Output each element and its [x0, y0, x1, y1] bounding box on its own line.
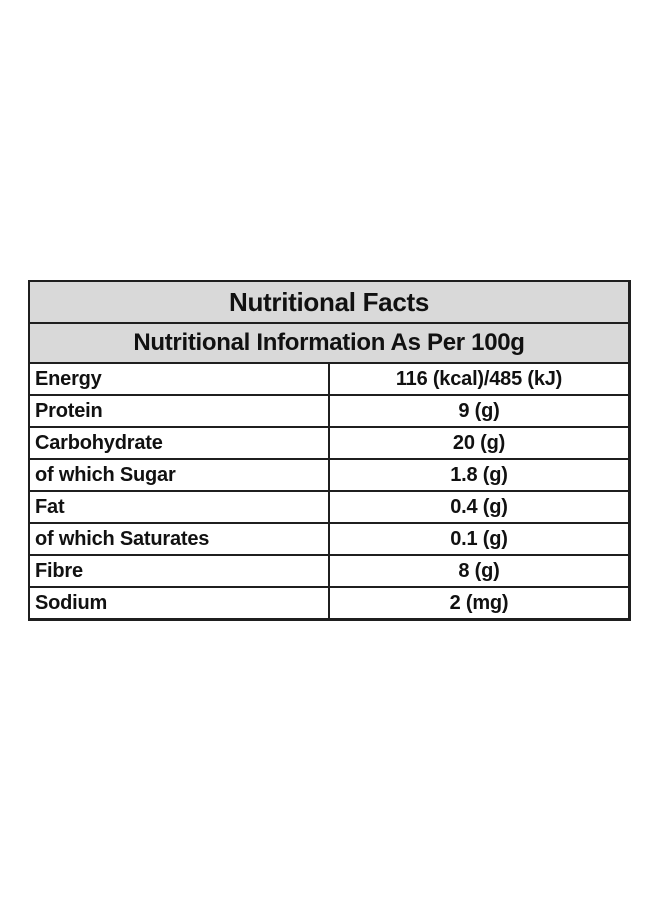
nutrient-name: of which Saturates: [29, 523, 330, 556]
nutrient-value: 1.8 (g): [329, 459, 630, 492]
nutrient-value: 0.4 (g): [329, 491, 630, 524]
nutrient-value: 116 (kcal)/485 (kJ): [329, 363, 630, 396]
nutrient-value: 0.1 (g): [329, 523, 630, 556]
nutrient-name: Carbohydrate: [29, 427, 330, 460]
table-row-saturates: of which Saturates 0.1 (g): [29, 523, 630, 556]
nutrition-facts-table: Nutritional Facts Nutritional Informatio…: [28, 280, 631, 621]
nutrient-value: 8 (g): [329, 555, 630, 588]
nutrient-value: 20 (g): [329, 427, 630, 460]
nutrient-name: of which Sugar: [29, 459, 330, 492]
table-row-carbohydrate: Carbohydrate 20 (g): [29, 427, 630, 460]
table-subtitle-row: Nutritional Information As Per 100g: [29, 323, 630, 364]
table-row-fibre: Fibre 8 (g): [29, 555, 630, 588]
table-row-sugar: of which Sugar 1.8 (g): [29, 459, 630, 492]
nutrient-value: 2 (mg): [449, 591, 509, 614]
table-row-fat: Fat 0.4 (g): [29, 491, 630, 524]
table-title: Nutritional Facts: [29, 281, 630, 324]
table-subtitle: Nutritional Information As Per 100g: [29, 323, 630, 364]
nutrient-value: 9 (g): [329, 395, 630, 428]
nutrient-name: Protein: [29, 395, 330, 428]
table-title-row: Nutritional Facts: [29, 281, 630, 324]
table-row-energy: Energy 116 (kcal)/485 (kJ): [29, 363, 630, 396]
nutrient-name: Fibre: [29, 555, 330, 588]
table-row-sodium: Sodium 2 (mg): [29, 587, 630, 620]
table-row-protein: Protein 9 (g): [29, 395, 630, 428]
nutrient-name: Energy: [29, 363, 330, 396]
nutrient-name: Sodium: [29, 587, 330, 620]
nutrient-name: Fat: [29, 491, 330, 524]
